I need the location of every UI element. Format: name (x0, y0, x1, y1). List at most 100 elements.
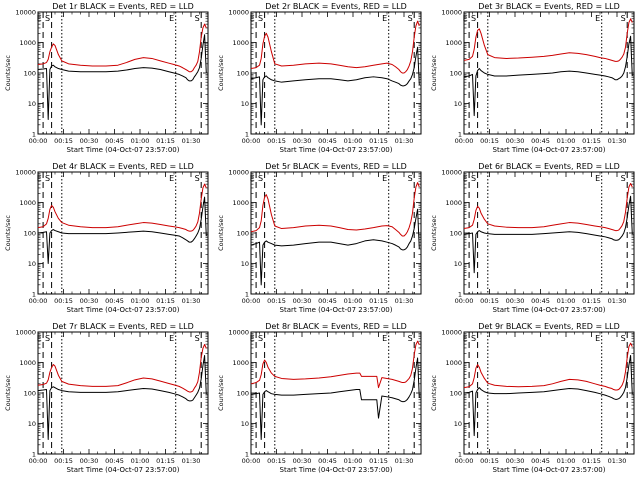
y-tick-label: 10 (454, 420, 462, 428)
chart-title: Det 6r BLACK = Events, RED = LLD (478, 162, 620, 171)
x-tick-label: 00:45 (531, 297, 550, 305)
x-tick-label: 00:30 (293, 457, 312, 465)
x-tick-label: 00:00 (29, 457, 48, 465)
y-axis-label: Counts/sec (430, 215, 438, 251)
event-marker-label: S (408, 174, 413, 183)
chart-panel-4: Det 4r BLACK = Events, RED = LLD 1 10 100 10… (4, 162, 209, 314)
y-axis-label: Counts/sec (217, 215, 225, 251)
chart-title: Det 7r BLACK = Events, RED = LLD (52, 322, 194, 331)
x-tick-label: 00:45 (105, 297, 124, 305)
y-tick-label: 10 (454, 260, 462, 268)
x-tick-label: 01:00 (557, 137, 576, 145)
event-marker-label: S (621, 334, 626, 343)
x-tick-label: 00:30 (506, 457, 525, 465)
event-marker-label: E (382, 174, 387, 183)
event-marker-label: E (169, 174, 174, 183)
chart-panel-2: Det 2r BLACK = Events, RED = LLD 1 10 100 10… (217, 2, 422, 154)
event-marker-label: S (195, 14, 200, 23)
y-tick-label: 1 (458, 131, 462, 139)
y-tick-label: 10 (241, 260, 249, 268)
x-tick-label: 00:15 (54, 137, 73, 145)
x-tick-label: 01:30 (608, 137, 627, 145)
chart-title: Det 2r BLACK = Events, RED = LLD (265, 2, 407, 11)
y-tick-label: 10000 (441, 329, 462, 337)
y-axis-label: Counts/sec (217, 375, 225, 411)
event-marker-label: S (471, 334, 476, 343)
y-tick-label: 1000 (445, 39, 462, 47)
y-tick-label: 100 (24, 230, 36, 238)
event-marker-label: E (169, 14, 174, 23)
y-tick-label: 1 (245, 291, 249, 299)
x-tick-label: 01:15 (582, 137, 601, 145)
x-tick-label: 00:00 (455, 457, 474, 465)
x-tick-label: 00:30 (80, 137, 99, 145)
x-tick-label: 00:15 (267, 297, 286, 305)
event-marker-label: S (621, 14, 626, 23)
series-events-line (37, 354, 207, 440)
event-marker-label: S (621, 174, 626, 183)
x-tick-label: 01:30 (608, 457, 627, 465)
series-events-line (250, 46, 420, 126)
y-tick-label: 1 (458, 291, 462, 299)
chart-panel-8: Det 8r BLACK = Events, RED = LLD 1 10 100 10… (217, 322, 422, 474)
y-tick-label: 1000 (19, 199, 36, 207)
event-marker-label: E (37, 174, 42, 183)
y-tick-label: 1 (32, 131, 36, 139)
chart-panel-7: Det 7r BLACK = Events, RED = LLD 1 10 100 10… (4, 322, 209, 474)
y-tick-label: 10000 (228, 9, 249, 17)
series-lld-line (37, 23, 207, 73)
event-marker-label: E (382, 14, 387, 23)
series-lld-line (37, 183, 207, 232)
x-axis-label: Start Time (04-Oct-07 23:57:00) (280, 146, 393, 154)
x-tick-label: 00:15 (480, 457, 499, 465)
x-tick-label: 01:30 (182, 137, 201, 145)
y-axis-label: Counts/sec (217, 55, 225, 91)
y-tick-label: 10000 (15, 329, 36, 337)
chart-title: Det 9r BLACK = Events, RED = LLD (478, 322, 620, 331)
x-tick-label: 00:30 (506, 297, 525, 305)
event-marker-label: S (195, 174, 200, 183)
y-tick-label: 100 (237, 390, 249, 398)
x-tick-label: 01:30 (395, 457, 414, 465)
y-tick-label: 1000 (445, 199, 462, 207)
event-marker-label: S (195, 334, 200, 343)
series-lld-line (463, 182, 633, 232)
x-axis-label: Start Time (04-Oct-07 23:57:00) (493, 306, 606, 314)
event-marker-label: S (408, 334, 413, 343)
x-tick-label: 00:00 (29, 297, 48, 305)
y-tick-label: 10000 (15, 9, 36, 17)
series-lld-line (250, 20, 420, 74)
x-tick-label: 00:45 (318, 457, 337, 465)
x-axis-label: Start Time (04-Oct-07 23:57:00) (493, 466, 606, 474)
x-tick-label: 00:30 (293, 137, 312, 145)
x-tick-label: 00:15 (54, 297, 73, 305)
series-events-line (37, 34, 207, 120)
x-tick-label: 01:15 (156, 297, 175, 305)
y-tick-label: 100 (450, 230, 462, 238)
y-tick-label: 1 (32, 291, 36, 299)
event-marker-label: S (45, 174, 50, 183)
event-marker-label: S (408, 14, 413, 23)
y-tick-label: 10000 (441, 169, 462, 177)
x-tick-label: 00:15 (54, 457, 73, 465)
event-marker-label: E (463, 334, 468, 343)
series-lld-line (463, 18, 633, 62)
y-tick-label: 10000 (441, 9, 462, 17)
series-events-line (463, 35, 633, 117)
chart-title: Det 4r BLACK = Events, RED = LLD (52, 162, 194, 171)
series-events-line (250, 208, 420, 286)
x-tick-label: 00:45 (105, 457, 124, 465)
event-marker-label: S (45, 334, 50, 343)
x-tick-label: 01:15 (582, 457, 601, 465)
event-marker-label: E (37, 14, 42, 23)
y-tick-label: 1 (245, 451, 249, 459)
y-tick-label: 10 (28, 100, 36, 108)
event-marker-label: S (258, 14, 263, 23)
chart-title: Det 5r BLACK = Events, RED = LLD (265, 162, 407, 171)
y-tick-label: 1000 (232, 199, 249, 207)
y-tick-label: 1 (245, 131, 249, 139)
x-tick-label: 00:45 (105, 137, 124, 145)
x-tick-label: 01:15 (156, 457, 175, 465)
x-tick-label: 01:00 (131, 297, 150, 305)
